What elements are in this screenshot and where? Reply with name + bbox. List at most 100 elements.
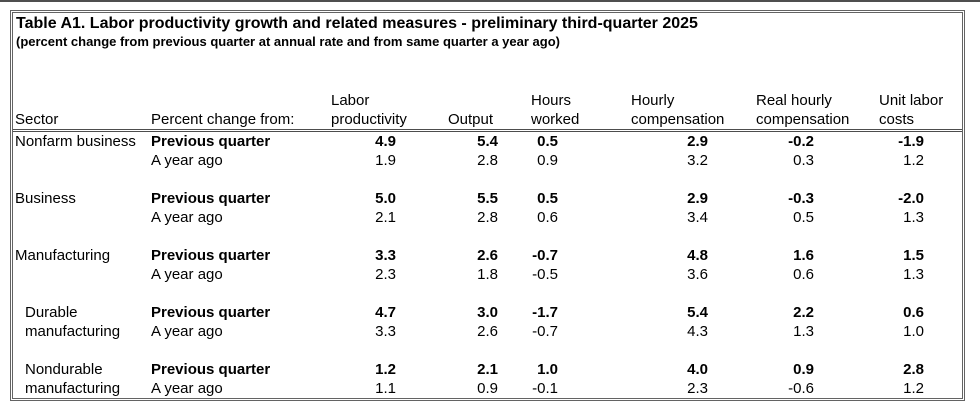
value-cell: 2.6 xyxy=(477,246,498,264)
sector-cell: Durable xyxy=(25,303,78,321)
period-cell: Previous quarter xyxy=(151,303,271,321)
table-row-nonfarm-prev: Nonfarm business Previous quarter 4.9 5.… xyxy=(13,130,962,151)
sector-cell: manufacturing xyxy=(25,379,121,397)
table-row-nondurable-prev: Nondurable Previous quarter 1.2 2.1 1.0 … xyxy=(13,360,962,379)
value-cell: 2.8 xyxy=(477,208,498,226)
col-header-hourly-compensation: Hourly compensation xyxy=(629,50,754,132)
page-top-border xyxy=(0,0,980,2)
value-cell: 2.6 xyxy=(477,322,498,340)
period-cell: A year ago xyxy=(151,208,223,226)
period-cell: Previous quarter xyxy=(151,360,271,378)
value-cell: -0.1 xyxy=(532,379,558,397)
value-cell: -0.2 xyxy=(788,132,814,150)
value-cell: 2.9 xyxy=(687,189,708,207)
spacer-row xyxy=(13,227,962,246)
period-cell: Previous quarter xyxy=(151,189,271,207)
value-cell: -0.7 xyxy=(532,246,558,264)
value-cell: 1.2 xyxy=(375,360,396,378)
value-cell: 3.6 xyxy=(687,265,708,283)
col-header-real-hourly-compensation: Real hourly compensation xyxy=(754,50,874,132)
value-cell: 1.1 xyxy=(375,379,396,397)
value-cell: 3.3 xyxy=(375,246,396,264)
value-cell: 0.9 xyxy=(793,360,814,378)
value-cell: 3.0 xyxy=(477,303,498,321)
value-cell: 3.3 xyxy=(375,322,396,340)
value-cell: 1.0 xyxy=(903,322,924,340)
value-cell: 0.9 xyxy=(477,379,498,397)
sector-cell: Business xyxy=(15,189,76,207)
value-cell: -2.0 xyxy=(898,189,924,207)
col-header-unit-labor-costs: Unit labor costs xyxy=(874,50,962,132)
productivity-table: Sector Percent change from: Labor produc… xyxy=(13,50,962,398)
header-row: Sector Percent change from: Labor produc… xyxy=(13,50,962,132)
value-cell: 5.4 xyxy=(687,303,708,321)
value-cell: 1.0 xyxy=(537,360,558,378)
value-cell: 0.6 xyxy=(903,303,924,321)
value-cell: -1.7 xyxy=(532,303,558,321)
value-cell: 2.1 xyxy=(477,360,498,378)
table-row-nondurable-ago: manufacturing A year ago 1.1 0.9 -0.1 2.… xyxy=(13,379,962,398)
value-cell: 0.9 xyxy=(537,151,558,169)
value-cell: 2.3 xyxy=(687,379,708,397)
value-cell: 4.3 xyxy=(687,322,708,340)
value-cell: 2.8 xyxy=(477,151,498,169)
value-cell: 0.6 xyxy=(793,265,814,283)
value-cell: 1.3 xyxy=(903,265,924,283)
period-cell: Previous quarter xyxy=(151,246,271,264)
value-cell: -0.7 xyxy=(532,322,558,340)
value-cell: 5.5 xyxy=(477,189,498,207)
period-cell: A year ago xyxy=(151,322,223,340)
col-header-output: Output xyxy=(431,50,524,132)
value-cell: 4.0 xyxy=(687,360,708,378)
value-cell: 0.5 xyxy=(537,132,558,150)
value-cell: 1.2 xyxy=(903,379,924,397)
value-cell: 0.5 xyxy=(793,208,814,226)
period-cell: A year ago xyxy=(151,265,223,283)
value-cell: -1.9 xyxy=(898,132,924,150)
table-row-durable-ago: manufacturing A year ago 3.3 2.6 -0.7 4.… xyxy=(13,322,962,341)
value-cell: 0.6 xyxy=(537,208,558,226)
value-cell: 1.5 xyxy=(903,246,924,264)
value-cell: 4.7 xyxy=(375,303,396,321)
value-cell: 3.4 xyxy=(687,208,708,226)
spacer-row xyxy=(13,284,962,303)
table-row-nonfarm-ago: A year ago 1.9 2.8 0.9 3.2 0.3 1.2 xyxy=(13,151,962,170)
sector-cell: Manufacturing xyxy=(15,246,111,264)
table-subtitle: (percent change from previous quarter at… xyxy=(16,34,560,49)
value-cell: 3.2 xyxy=(687,151,708,169)
table-title: Table A1. Labor productivity growth and … xyxy=(16,15,698,32)
value-cell: -0.3 xyxy=(788,189,814,207)
table-title-block: Table A1. Labor productivity growth and … xyxy=(13,13,962,50)
value-cell: 1.9 xyxy=(375,151,396,169)
value-cell: 5.0 xyxy=(375,189,396,207)
value-cell: 1.3 xyxy=(793,322,814,340)
col-header-hours-worked: Hours worked xyxy=(524,50,629,132)
period-cell: A year ago xyxy=(151,151,223,169)
col-header-sector: Sector xyxy=(13,50,148,132)
period-cell: A year ago xyxy=(151,379,223,397)
col-header-percent-change: Percent change from: xyxy=(148,50,326,132)
value-cell: 1.3 xyxy=(903,208,924,226)
table-frame: Table A1. Labor productivity growth and … xyxy=(10,10,965,401)
sector-cell xyxy=(13,265,148,284)
spacer-row xyxy=(13,341,962,360)
value-cell: 1.6 xyxy=(793,246,814,264)
value-cell: 2.1 xyxy=(375,208,396,226)
sector-cell xyxy=(13,151,148,170)
sector-cell: Nonfarm business xyxy=(15,132,136,150)
value-cell: 2.9 xyxy=(687,132,708,150)
value-cell: 0.3 xyxy=(793,151,814,169)
value-cell: 4.8 xyxy=(687,246,708,264)
value-cell: -0.6 xyxy=(788,379,814,397)
table-row-business-ago: A year ago 2.1 2.8 0.6 3.4 0.5 1.3 xyxy=(13,208,962,227)
value-cell: 1.2 xyxy=(903,151,924,169)
value-cell: 2.8 xyxy=(903,360,924,378)
value-cell: 5.4 xyxy=(477,132,498,150)
table-row-business-prev: Business Previous quarter 5.0 5.5 0.5 2.… xyxy=(13,189,962,208)
table-row-manufacturing-ago: A year ago 2.3 1.8 -0.5 3.6 0.6 1.3 xyxy=(13,265,962,284)
period-cell: Previous quarter xyxy=(151,132,271,150)
sector-cell: manufacturing xyxy=(25,322,121,340)
value-cell: 0.5 xyxy=(537,189,558,207)
value-cell: 2.2 xyxy=(793,303,814,321)
value-cell: 2.3 xyxy=(375,265,396,283)
